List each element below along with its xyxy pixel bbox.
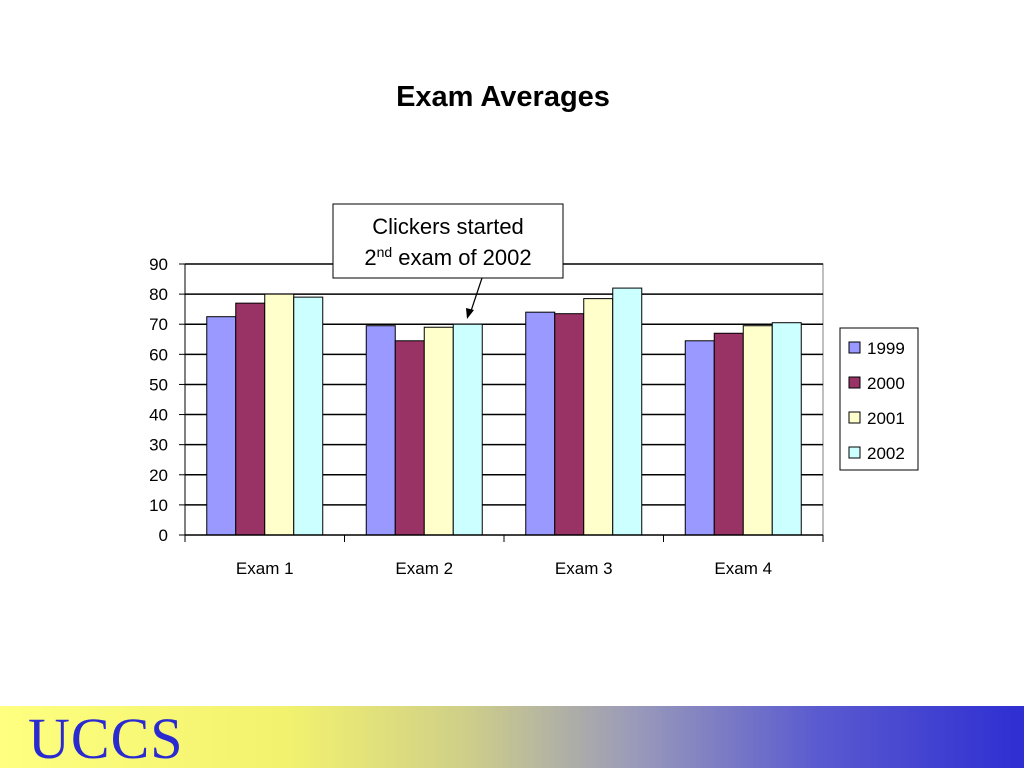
callout-arrow (469, 277, 483, 315)
bar-2001-exam-4 (742, 325, 773, 536)
y-tick-label: 90 (149, 255, 168, 274)
legend-label-2000: 2000 (867, 374, 905, 393)
bar-1999-exam-2 (365, 325, 396, 536)
legend-swatch-2000 (848, 376, 861, 389)
x-tick-label: Exam 1 (236, 559, 294, 578)
bar-2001-exam-1 (264, 293, 295, 536)
bar-2002-exam-2 (452, 323, 483, 536)
bar-2002-exam-1 (293, 296, 324, 536)
uccs-logo: UCCS (28, 706, 184, 771)
callout-line2-sup: nd (377, 244, 393, 260)
bar-2002-exam-4 (771, 322, 802, 536)
callout-line2-prefix: 2 (364, 245, 376, 270)
y-tick-label: 60 (149, 345, 168, 364)
x-tick-label: Exam 4 (714, 559, 772, 578)
callout-arrowhead (466, 308, 474, 319)
legend: 1999 2000 2001 2002 (839, 327, 919, 471)
bar-1999-exam-4 (684, 340, 715, 536)
bar-2000-exam-2 (394, 340, 425, 536)
legend-label-1999: 1999 (867, 339, 905, 358)
bar-1999-exam-3 (525, 311, 556, 536)
bar-2002-exam-3 (612, 287, 643, 536)
bar-2001-exam-3 (583, 298, 614, 536)
footer-banner: UCCS (0, 706, 1024, 771)
bar-2000-exam-3 (554, 313, 585, 536)
legend-swatch-2002 (848, 446, 861, 459)
y-tick-label: 10 (149, 496, 168, 515)
chart-title: Exam Averages (396, 81, 610, 113)
bar-1999-exam-1 (206, 316, 237, 536)
exam-averages-chart: Exam Averages 0 10 20 30 40 50 60 70 80 90 Exam 1 E… (149, 81, 919, 578)
y-tick-label: 50 (149, 375, 168, 394)
legend-swatch-2001 (848, 411, 861, 424)
y-tick-label: 0 (159, 526, 168, 545)
callout-line2: 2nd exam of 2002 (364, 244, 531, 270)
legend-label-2001: 2001 (867, 409, 905, 428)
bar-2000-exam-4 (713, 332, 744, 536)
callout-box (332, 203, 564, 279)
bars (206, 287, 802, 536)
bar-2000-exam-1 (235, 302, 266, 536)
bar-2001-exam-2 (423, 326, 454, 536)
y-tick-label: 20 (149, 466, 168, 485)
axes: 0 10 20 30 40 50 60 70 80 90 Exam 1 Exam 2 Exam 3 Exa… (149, 255, 824, 578)
legend-label-2002: 2002 (867, 444, 905, 463)
callout-line1: Clickers started (372, 214, 524, 239)
callout: Clickers started 2nd exam of 2002 (332, 203, 564, 319)
y-tick-label: 70 (149, 315, 168, 334)
x-tick-label: Exam 3 (555, 559, 613, 578)
y-tick-label: 40 (149, 406, 168, 425)
callout-line2-suffix: exam of 2002 (392, 245, 531, 270)
y-tick-label: 30 (149, 436, 168, 455)
y-tick-label: 80 (149, 285, 168, 304)
x-tick-label: Exam 2 (395, 559, 453, 578)
legend-swatch-1999 (848, 341, 861, 354)
